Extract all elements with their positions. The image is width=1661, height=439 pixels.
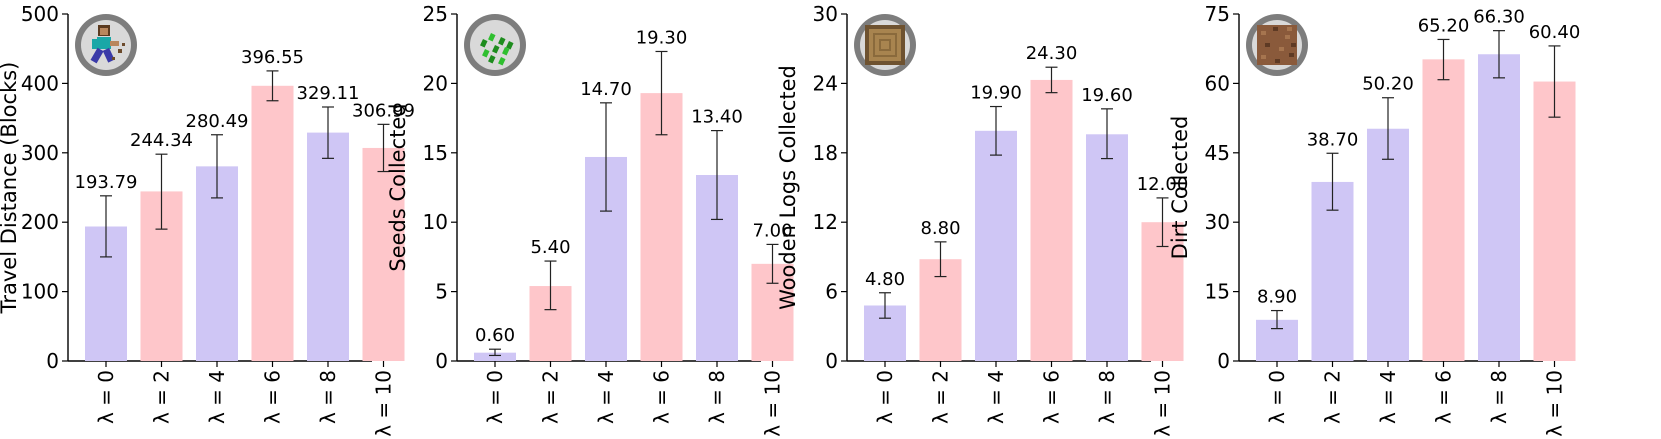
y-tick-label: 0 [825, 349, 838, 373]
x-tick-label: λ = 4 [1376, 370, 1400, 424]
bar-2 [196, 166, 238, 361]
y-tick-label: 0 [46, 349, 59, 373]
bar-0 [474, 352, 516, 361]
y-tick-label: 10 [423, 210, 448, 234]
bar-value-label: 50.20 [1362, 74, 1414, 95]
bar-value-label: 329.11 [297, 83, 360, 104]
chart-panel-4: 0 15 30 45 60 75 Dirt Collected 8.90 λ = 0 38.70 λ… [1168, 2, 1580, 437]
x-tick-label: λ = 4 [594, 370, 618, 424]
bar-value-label: 38.70 [1307, 129, 1359, 150]
bar-value-label: 7.00 [752, 220, 792, 241]
y-tick-label: 45 [1205, 141, 1230, 165]
bar-value-label: 5.40 [530, 237, 570, 258]
bar-value-label: 19.90 [970, 83, 1022, 104]
bar-3 [1422, 59, 1465, 361]
y-tick-label: 12 [813, 210, 838, 234]
chart-panel-1: 0 100 200 300 400 500 Travel Distance (Blocks)… [0, 2, 415, 437]
x-tick-label: λ = 8 [316, 370, 340, 424]
bar-2 [1367, 128, 1409, 361]
bar-value-label: 244.34 [130, 130, 193, 151]
x-tick-label: λ = 10 [1543, 370, 1567, 437]
y-tick-label: 400 [21, 71, 59, 95]
bar-value-label: 12.00 [1137, 174, 1189, 195]
y-tick-label: 75 [1205, 2, 1230, 26]
y-tick-label: 200 [21, 210, 59, 234]
y-tick-label: 24 [813, 71, 838, 95]
y-tick-label: 500 [21, 2, 59, 26]
bar-value-label: 306.99 [352, 100, 415, 121]
dirt-block-icon [1246, 14, 1308, 76]
bar-value-label: 193.79 [75, 172, 138, 193]
bar-value-label: 13.40 [691, 107, 743, 128]
bar-value-label: 8.90 [1257, 287, 1297, 308]
y-tick-label: 30 [1205, 210, 1230, 234]
y-tick-label: 15 [1205, 280, 1230, 304]
x-tick-label: λ = 6 [261, 370, 285, 424]
x-tick-label: λ = 0 [1265, 370, 1289, 424]
bar-value-label: 14.70 [580, 79, 632, 100]
bar-value-label: 65.20 [1418, 15, 1470, 36]
y-tick-label: 100 [21, 280, 59, 304]
bar-1 [1311, 181, 1354, 361]
bar-4 [1086, 134, 1128, 361]
bar-value-label: 396.55 [241, 47, 304, 68]
bar-4 [1478, 54, 1520, 361]
bar-5 [362, 147, 405, 361]
bar-value-label: 280.49 [186, 111, 249, 132]
y-tick-label: 30 [813, 2, 838, 26]
bar-3 [251, 85, 294, 361]
x-tick-label: λ = 0 [94, 370, 118, 424]
x-tick-label: λ = 4 [205, 370, 229, 424]
y-tick-label: 300 [21, 141, 59, 165]
bar-5 [1533, 81, 1576, 362]
x-tick-label: λ = 6 [650, 370, 674, 424]
y-tick-label: 60 [1205, 71, 1230, 95]
bar-value-label: 60.40 [1529, 22, 1581, 43]
y-tick-label: 0 [1217, 349, 1230, 373]
y-axis-label: Dirt Collected [1168, 116, 1192, 260]
x-tick-label: λ = 8 [1095, 370, 1119, 424]
y-axis-label: Travel Distance (Blocks) [0, 62, 21, 315]
chart-panel-3: 0 6 12 18 24 30 Wooden Logs Collected 4.80 λ = 0… [776, 2, 1188, 437]
x-tick-label: λ = 8 [705, 370, 729, 424]
x-tick-label: λ = 2 [1321, 370, 1345, 424]
steve-running-icon [75, 14, 137, 76]
x-tick-label: λ = 6 [1040, 370, 1064, 424]
y-axis-label: Wooden Logs Collected [776, 65, 800, 310]
bar-3 [1030, 79, 1073, 362]
seeds-icon [464, 14, 526, 76]
bar-value-label: 19.30 [636, 27, 688, 48]
x-tick-label: λ = 6 [1432, 370, 1456, 424]
oak-log-icon [854, 14, 916, 76]
bar-value-label: 24.30 [1026, 43, 1078, 64]
x-tick-label: λ = 2 [539, 370, 563, 424]
y-tick-label: 5 [435, 280, 448, 304]
y-tick-label: 20 [423, 71, 448, 95]
x-tick-label: λ = 8 [1487, 370, 1511, 424]
bar-value-label: 66.30 [1473, 7, 1525, 28]
bar-value-label: 4.80 [865, 269, 905, 290]
x-tick-label: λ = 4 [984, 370, 1008, 424]
x-tick-label: λ = 10 [1151, 370, 1175, 437]
x-tick-label: λ = 2 [150, 370, 174, 424]
bar-3 [640, 93, 683, 361]
x-tick-label: λ = 0 [483, 370, 507, 424]
y-tick-label: 18 [813, 141, 838, 165]
bar-4 [307, 132, 349, 361]
y-tick-label: 0 [435, 349, 448, 373]
bar-value-label: 19.60 [1081, 85, 1133, 106]
x-tick-label: λ = 10 [372, 370, 396, 437]
bar-value-label: 8.80 [920, 218, 960, 239]
bar-2 [975, 130, 1017, 361]
x-tick-label: λ = 0 [873, 370, 897, 424]
x-tick-label: λ = 10 [761, 370, 785, 437]
y-axis-label: Seeds Collected [386, 103, 410, 271]
x-tick-label: λ = 2 [929, 370, 953, 424]
bar-value-label: 0.60 [475, 325, 515, 346]
y-tick-label: 25 [423, 2, 448, 26]
chart-panel-2: 0 5 10 15 20 25 Seeds Collected 0.60 λ = 0 5.40 λ … [386, 2, 794, 437]
y-tick-label: 6 [825, 280, 838, 304]
y-tick-label: 15 [423, 141, 448, 165]
